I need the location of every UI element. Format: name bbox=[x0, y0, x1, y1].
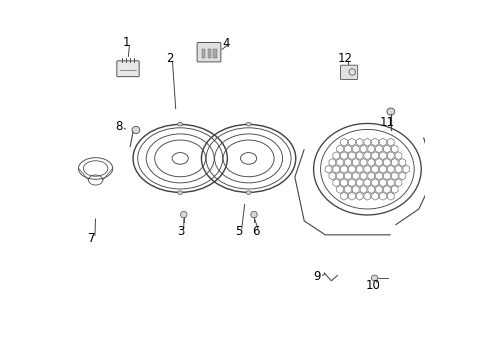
FancyBboxPatch shape bbox=[197, 42, 221, 62]
Text: 12: 12 bbox=[338, 52, 353, 65]
Text: 10: 10 bbox=[366, 279, 380, 292]
Bar bbox=[213, 49, 217, 58]
Text: 8: 8 bbox=[115, 120, 122, 133]
Ellipse shape bbox=[178, 122, 183, 126]
Text: 9: 9 bbox=[313, 270, 321, 283]
Bar bbox=[208, 49, 211, 58]
Ellipse shape bbox=[132, 126, 140, 134]
Ellipse shape bbox=[180, 211, 187, 218]
FancyBboxPatch shape bbox=[117, 61, 139, 77]
Ellipse shape bbox=[251, 211, 257, 218]
Text: 3: 3 bbox=[177, 225, 185, 238]
Ellipse shape bbox=[246, 122, 251, 126]
Text: 11: 11 bbox=[380, 116, 395, 129]
Text: 7: 7 bbox=[88, 232, 96, 245]
Text: 4: 4 bbox=[222, 37, 230, 50]
Ellipse shape bbox=[178, 191, 183, 194]
Text: 5: 5 bbox=[235, 225, 242, 238]
Text: 6: 6 bbox=[252, 225, 260, 238]
Text: 2: 2 bbox=[166, 52, 173, 65]
Bar bbox=[202, 49, 205, 58]
Text: 1: 1 bbox=[123, 36, 131, 49]
Ellipse shape bbox=[387, 108, 395, 115]
Ellipse shape bbox=[371, 275, 378, 281]
Ellipse shape bbox=[246, 191, 251, 194]
FancyBboxPatch shape bbox=[341, 65, 358, 80]
